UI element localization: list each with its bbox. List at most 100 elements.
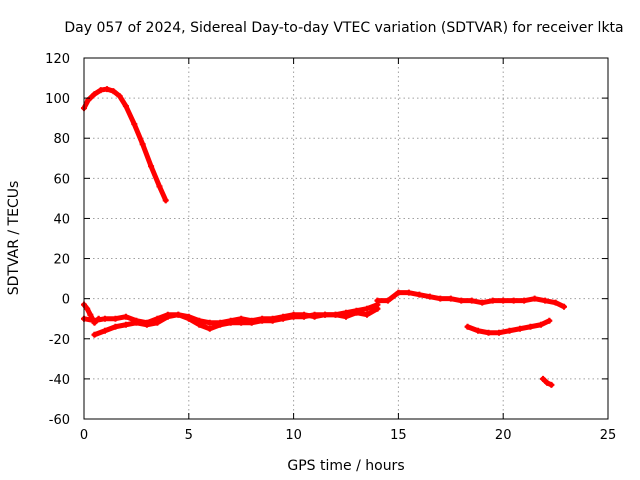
data-point [227, 317, 234, 324]
data-point [405, 289, 412, 296]
data-point [164, 313, 171, 320]
data-point [485, 329, 492, 336]
data-point [510, 297, 517, 304]
data-point [527, 323, 534, 330]
data-point [343, 313, 349, 320]
data-point [516, 325, 523, 332]
data-point [95, 315, 102, 322]
data-point [363, 305, 370, 312]
data-point [311, 313, 318, 320]
x-tick-label: 10 [285, 428, 302, 443]
data-point [542, 297, 549, 304]
data-point [91, 319, 98, 326]
data-point [175, 311, 182, 318]
data-series [540, 375, 555, 388]
data-point [544, 379, 551, 386]
data-point [280, 313, 287, 320]
data-point [110, 88, 117, 95]
data-point [395, 289, 402, 296]
x-tick-label: 20 [495, 428, 512, 443]
data-series [81, 86, 169, 204]
y-tick-label: 100 [45, 92, 70, 107]
data-point [139, 141, 146, 148]
data-point [131, 121, 138, 128]
y-tick-label: -60 [49, 413, 70, 428]
data-point [540, 375, 547, 382]
data-point [560, 303, 567, 310]
data-point [259, 315, 266, 322]
data-point [447, 295, 454, 302]
data-point [116, 93, 123, 100]
data-point [104, 86, 111, 93]
y-axis-label: SDTVAR / TECUs [6, 181, 22, 296]
y-tick-label: 60 [53, 172, 70, 187]
chart-title: Day 057 of 2024, Sidereal Day-to-day VTE… [64, 20, 623, 36]
data-point [133, 319, 140, 326]
data-points [81, 86, 567, 388]
x-tick-label: 25 [600, 428, 617, 443]
data-point [206, 325, 213, 332]
y-tick-label: 80 [53, 132, 70, 147]
data-point [122, 103, 129, 110]
data-point [552, 299, 559, 306]
data-point [122, 313, 129, 320]
series-trace [91, 306, 380, 338]
y-tick-label: -20 [49, 333, 70, 348]
data-point [196, 317, 203, 324]
series-trace [374, 290, 567, 310]
x-tick-label: 15 [390, 428, 407, 443]
data-point [537, 321, 544, 328]
data-point [248, 317, 255, 324]
data-point [162, 197, 169, 204]
y-tick-label: 0 [62, 293, 70, 308]
data-point [374, 297, 381, 304]
data-point [374, 305, 381, 312]
data-point [217, 319, 224, 326]
x-tick-label: 0 [80, 428, 88, 443]
grid [84, 58, 608, 419]
data-point [91, 91, 98, 98]
data-point [112, 315, 119, 322]
data-point [458, 297, 465, 304]
axis-ticks: 0 5 10 15 20 25 -60 -40 -20 0 20 40 60 80 100 120 [45, 52, 616, 443]
data-point [479, 299, 486, 306]
data-point [91, 331, 98, 338]
data-point [290, 311, 297, 318]
data-point [156, 183, 163, 190]
data-point [122, 321, 129, 328]
data-point [301, 311, 308, 318]
data-series [464, 317, 553, 336]
data-point [468, 297, 475, 304]
data-point [475, 327, 482, 334]
data-point [206, 319, 213, 326]
y-tick-label: 40 [53, 212, 70, 227]
y-tick-label: 120 [45, 52, 70, 67]
data-point [154, 319, 161, 326]
data-point [332, 311, 339, 318]
data-point [521, 297, 528, 304]
data-point [87, 311, 94, 318]
data-point [112, 323, 119, 330]
data-point [101, 327, 108, 334]
x-axis-label: GPS time / hours [287, 458, 404, 474]
data-point [500, 297, 507, 304]
data-series [374, 289, 567, 310]
data-point [269, 315, 276, 322]
data-series [91, 305, 381, 338]
data-point [384, 297, 391, 304]
data-point [546, 317, 553, 324]
data-point [143, 321, 150, 328]
data-point [238, 315, 245, 322]
data-point [437, 295, 444, 302]
data-point [363, 311, 370, 318]
data-point [548, 381, 555, 388]
data-point [84, 305, 91, 312]
y-tick-label: 20 [53, 253, 70, 268]
data-point [496, 329, 503, 336]
data-point [426, 293, 433, 300]
data-point [531, 295, 538, 302]
data-point [464, 323, 471, 330]
data-point [416, 291, 423, 298]
data-point [101, 315, 108, 322]
